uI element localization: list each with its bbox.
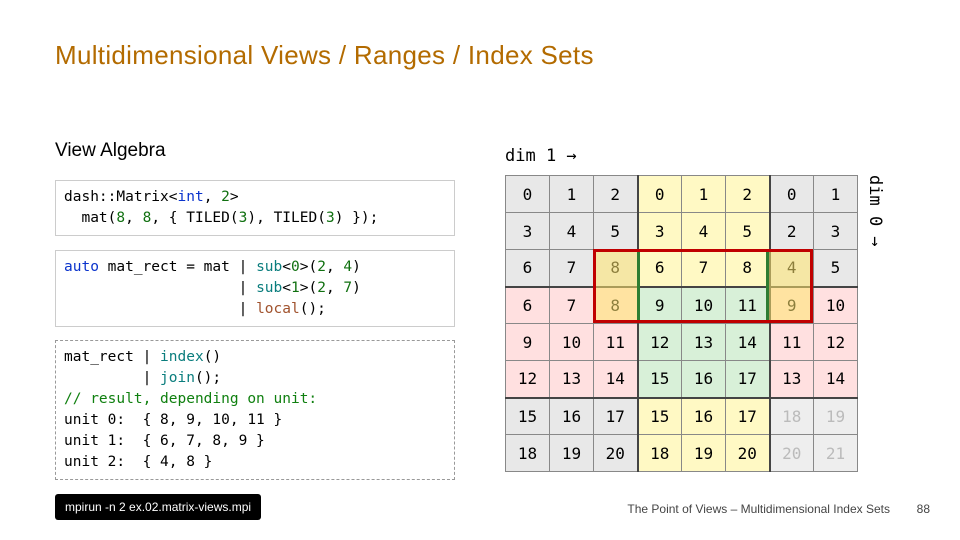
matrix-cell: 18 — [506, 435, 550, 472]
matrix-cell: 1 — [814, 176, 858, 213]
matrix-cell: 11 — [594, 324, 638, 361]
matrix-cell: 12 — [814, 324, 858, 361]
dim1-label: dim 1 → — [505, 146, 577, 166]
matrix-cell: 4 — [682, 213, 726, 250]
matrix-cell: 13 — [682, 324, 726, 361]
matrix-cell: 15 — [506, 398, 550, 435]
matrix-cell: 10 — [550, 324, 594, 361]
command-pill: mpirun -n 2 ex.02.matrix-views.mpi — [55, 494, 261, 520]
matrix-cell: 4 — [770, 250, 814, 287]
matrix-cell: 19 — [814, 398, 858, 435]
matrix-cell: 17 — [726, 361, 770, 398]
matrix-cell: 5 — [594, 213, 638, 250]
matrix-cell: 9 — [770, 287, 814, 324]
matrix-cell: 19 — [550, 435, 594, 472]
matrix-cell: 7 — [550, 287, 594, 324]
matrix-cell: 8 — [726, 250, 770, 287]
matrix-cell: 15 — [638, 398, 682, 435]
page-number: 88 — [917, 502, 930, 516]
matrix-cell: 0 — [506, 176, 550, 213]
matrix-cell: 14 — [594, 361, 638, 398]
matrix-cell: 17 — [726, 398, 770, 435]
matrix-cell: 2 — [594, 176, 638, 213]
matrix-cell: 5 — [726, 213, 770, 250]
code-block-view: auto mat_rect = mat | sub<0>(2, 4) | sub… — [55, 250, 455, 327]
matrix-cell: 11 — [726, 287, 770, 324]
matrix-cell: 2 — [770, 213, 814, 250]
matrix-cell: 16 — [550, 398, 594, 435]
matrix-cell: 17 — [594, 398, 638, 435]
matrix-cell: 16 — [682, 398, 726, 435]
matrix-cell: 12 — [506, 361, 550, 398]
matrix-cell: 3 — [506, 213, 550, 250]
matrix-grid: 0120120134534523678678456789101191091011… — [505, 175, 858, 472]
matrix-cell: 18 — [770, 398, 814, 435]
code-pre-3: mat_rect | index() | join(); // result, … — [64, 347, 446, 473]
slide-title: Multidimensional Views / Ranges / Index … — [55, 40, 594, 71]
code-pre-1: dash::Matrix<int, 2> mat(8, 8, { TILED(3… — [64, 187, 446, 229]
matrix-cell: 20 — [726, 435, 770, 472]
matrix-cell: 20 — [594, 435, 638, 472]
matrix-cell: 14 — [726, 324, 770, 361]
footer-caption: The Point of Views – Multidimensional In… — [627, 502, 890, 516]
matrix-cell: 6 — [506, 250, 550, 287]
matrix-cell: 0 — [638, 176, 682, 213]
title-text: Multidimensional Views / Ranges / Index … — [55, 40, 594, 70]
matrix-cell: 3 — [814, 213, 858, 250]
matrix-cell: 7 — [550, 250, 594, 287]
matrix-cell: 13 — [550, 361, 594, 398]
code-block-declare: dash::Matrix<int, 2> mat(8, 8, { TILED(3… — [55, 180, 455, 236]
matrix-cell: 6 — [638, 250, 682, 287]
code-pre-2: auto mat_rect = mat | sub<0>(2, 4) | sub… — [64, 257, 446, 320]
matrix-cell: 14 — [814, 361, 858, 398]
matrix-cell: 11 — [770, 324, 814, 361]
matrix-cell: 8 — [594, 250, 638, 287]
dim0-label: dim 0 → — [865, 175, 885, 247]
matrix-cell: 16 — [682, 361, 726, 398]
matrix-cell: 10 — [814, 287, 858, 324]
matrix-cell: 9 — [638, 287, 682, 324]
matrix-cell: 2 — [726, 176, 770, 213]
matrix-cell: 21 — [814, 435, 858, 472]
matrix-cell: 18 — [638, 435, 682, 472]
matrix-cell: 15 — [638, 361, 682, 398]
matrix-cell: 10 — [682, 287, 726, 324]
matrix-cell: 5 — [814, 250, 858, 287]
section-subtitle: View Algebra — [55, 140, 166, 162]
matrix-cell: 1 — [550, 176, 594, 213]
matrix-cell: 7 — [682, 250, 726, 287]
code-block-result: mat_rect | index() | join(); // result, … — [55, 340, 455, 480]
matrix-cell: 3 — [638, 213, 682, 250]
matrix-cell: 13 — [770, 361, 814, 398]
matrix-cell: 20 — [770, 435, 814, 472]
matrix-cell: 9 — [506, 324, 550, 361]
matrix-cell: 1 — [682, 176, 726, 213]
matrix-cell: 19 — [682, 435, 726, 472]
matrix-cell: 4 — [550, 213, 594, 250]
matrix-cell: 8 — [594, 287, 638, 324]
matrix-cell: 0 — [770, 176, 814, 213]
matrix-cell: 12 — [638, 324, 682, 361]
matrix-cell: 6 — [506, 287, 550, 324]
